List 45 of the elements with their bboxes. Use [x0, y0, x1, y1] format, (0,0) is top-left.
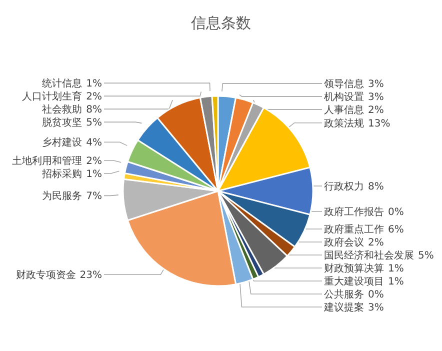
data-label: 5% — [86, 118, 102, 129]
data-label: 23% — [80, 270, 102, 282]
data-label: 3% — [368, 92, 384, 103]
data-label: 5% — [418, 250, 434, 262]
data-label: 8% — [86, 104, 102, 116]
data-label: 2% — [368, 238, 384, 248]
slice-label: 机构设置 — [324, 90, 364, 103]
data-label: 1% — [388, 264, 404, 274]
slice-label: 重大建设项目 — [324, 276, 384, 288]
slice-label: 政府会议 — [324, 236, 364, 248]
slice-label: 政府重点工作 — [324, 224, 384, 236]
category-label: 公共服务 — [324, 290, 364, 300]
slice-label: 社会救助 — [42, 104, 82, 116]
legend-label: 政府工作报告 — [324, 206, 384, 218]
data-label: 3% — [368, 302, 384, 314]
data-label: 13% — [368, 118, 390, 130]
slice-label: 土地利用和管理 — [12, 154, 82, 167]
data-label: 1% — [388, 276, 404, 288]
slice-label: 政策法规 — [324, 117, 364, 130]
text: 0% — [368, 290, 384, 300]
data-label: 8% — [368, 182, 384, 192]
slice-label: 建议提案 — [323, 302, 364, 314]
data-label: 2% — [368, 104, 384, 116]
slice-label: 乡村建设 — [42, 136, 82, 149]
data-label: 3% — [368, 78, 384, 90]
slice-label: 人口计划生育 — [22, 90, 82, 103]
data-label: 2% — [86, 92, 102, 103]
slice-label: 招标采购 — [41, 168, 82, 180]
data-label: 2% — [86, 156, 102, 167]
slice-label: 财政专项资金 — [16, 269, 76, 282]
slice-label: 行政权力 — [324, 180, 364, 192]
slice-label: 人事信息 — [324, 104, 364, 116]
slice-label: 为民服务 — [42, 190, 82, 202]
data-label: 1% — [86, 168, 102, 180]
text: 0% — [388, 207, 404, 218]
slice-label: 领导信息 — [324, 78, 364, 90]
data-label: 1% — [86, 78, 102, 90]
slice-label: 财政预算决算 — [324, 262, 384, 274]
slice-label: 脱贫攻坚 — [42, 116, 82, 129]
slice-label: 国民经济和社会发展 — [324, 250, 414, 262]
data-label: 6% — [388, 224, 404, 236]
slice-label: 统计信息 — [42, 78, 82, 90]
data-label: 4% — [86, 138, 102, 149]
data-label: 7% — [86, 191, 102, 202]
chart-title: 信息条数 — [190, 13, 252, 34]
